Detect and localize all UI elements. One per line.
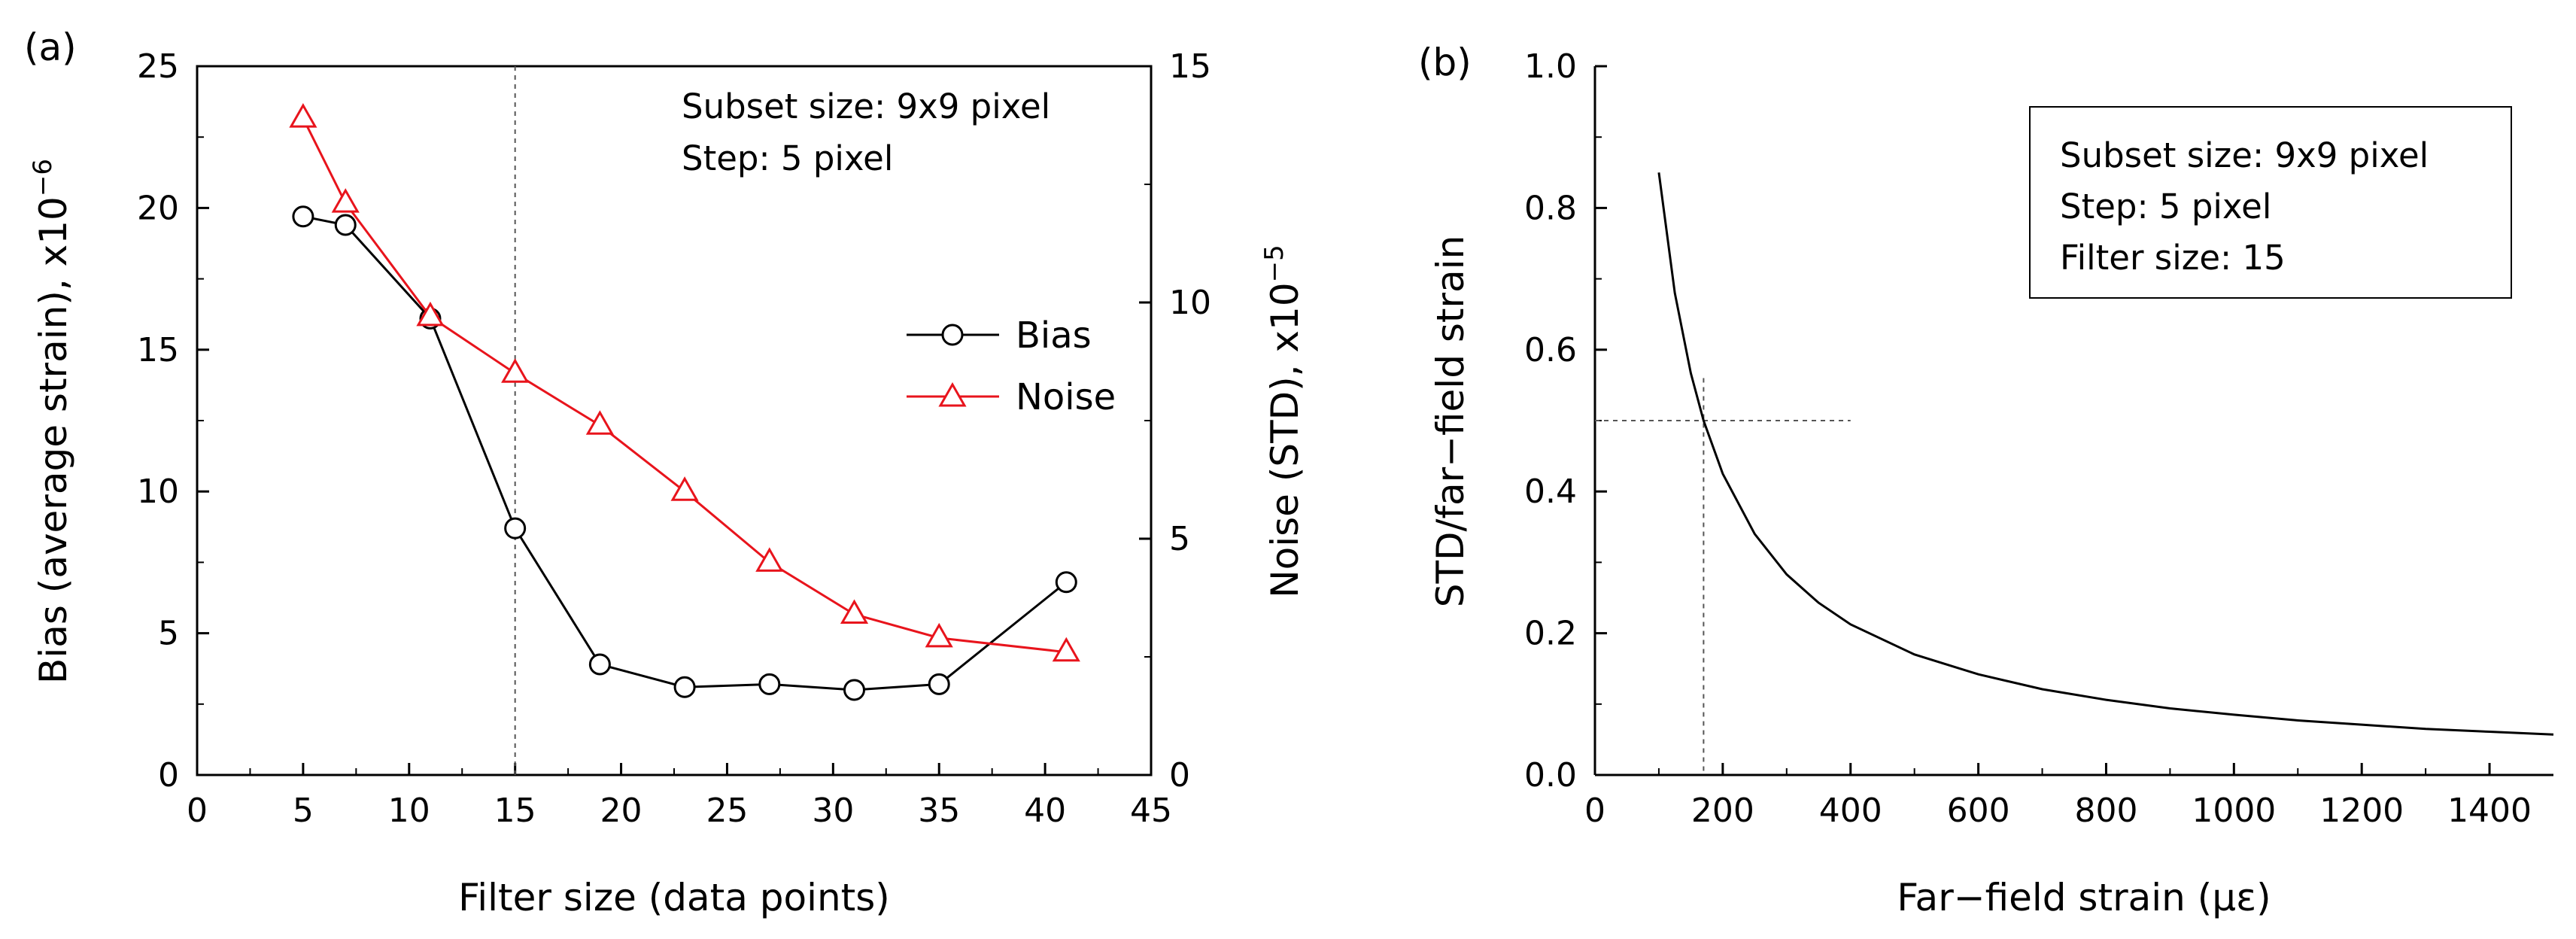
panel-a-x-axis-title: Filter size (data points) [458,876,890,919]
noise-point [331,188,360,213]
bias-point [334,214,357,236]
panel-a-right-axis-title-exponent: −5 [1259,245,1290,282]
panel-a-annotation-line-2: Step: 5 pixel [682,138,893,178]
panel-b-reference-lines [1595,378,1851,775]
panel-b-x-axis-title: Far−field strain (με) [1897,876,2271,919]
x-tick-label: 10 [388,792,430,830]
y-left-tick-label: 0 [158,756,179,795]
x-tick-label: 400 [1819,792,1882,830]
x-tick-label: 0 [1584,792,1605,830]
x-tick-label: 1400 [2447,792,2532,830]
x-tick-label: 1200 [2319,792,2404,830]
noise-point [925,622,953,648]
bias-point [1055,571,1077,594]
panel-a-legend: Bias Noise [907,315,1116,418]
panel-a-left-axis-title-exponent: −6 [28,159,58,196]
x-tick-label: 200 [1691,792,1754,830]
panel-b-annotation-line-1: Subset size: 9x9 pixel [2060,135,2429,175]
bias-point [758,673,781,695]
y-right-tick-label: 5 [1169,520,1190,558]
x-tick-label: 40 [1024,792,1066,830]
bias-series-line [302,215,1068,691]
panel-a-series [289,103,1080,701]
y-left-tick-label: 5 [158,615,179,653]
bias-point [843,679,866,701]
legend-bias-marker [941,324,964,346]
x-tick-label: 25 [706,792,748,830]
x-tick-label: 30 [812,792,854,830]
noise-point [1052,637,1080,662]
noise-point [670,476,699,501]
y-tick-label: 0.8 [1524,189,1577,227]
y-right-tick-label: 10 [1169,284,1211,322]
panel-b-y-axis-title: STD/far−field strain [1429,236,1472,608]
x-tick-label: 800 [2074,792,2137,830]
panel-a-left-axis-title: Bias (average strain), x10−6 [28,159,75,684]
noise-point [501,358,530,383]
y-tick-label: 0.6 [1524,331,1577,369]
x-tick-label: 5 [293,792,314,830]
panel-a-label: (a) [24,26,77,69]
y-tick-label: 0.2 [1524,615,1577,653]
y-tick-label: 0.4 [1524,473,1577,511]
x-tick-label: 35 [918,792,960,830]
panel-b-annotation-line-2: Step: 5 pixel [2060,187,2271,226]
std-ratio-curve [1657,172,2554,736]
panel-b-annotation-line-3: Filter size: 15 [2060,238,2286,278]
panel-b-series [1657,172,2554,736]
legend-noise-label: Noise [1016,376,1116,418]
y-left-tick-label: 25 [137,47,179,86]
bias-point [504,517,527,539]
x-tick-label: 45 [1130,792,1172,830]
noise-point [289,103,317,128]
y-right-tick-label: 15 [1169,47,1211,86]
x-tick-label: 600 [1947,792,2010,830]
panel-a-plot-frame [196,65,1153,776]
y-left-tick-label: 20 [137,189,179,227]
panel-b-chart: (b) 0 200 400 600 800 1000 1200 1400 0.0 0.2 0.4 0.… [1418,41,2554,919]
panel-a-left-axis-title-main: Bias (average strain), x10 [32,196,75,684]
y-left-tick-label: 15 [137,331,179,369]
y-right-tick-label: 0 [1169,756,1190,795]
bias-point [588,653,611,676]
bias-point [928,673,950,695]
noise-point [755,547,784,572]
legend-noise-marker [938,381,967,407]
x-tick-label: 15 [494,792,536,830]
panel-a-right-axis-title: Noise (STD), x10−5 [1259,245,1307,598]
panel-b-label: (b) [1418,41,1472,84]
y-tick-label: 0.0 [1524,756,1577,795]
bias-point [673,676,696,698]
noise-point [416,301,445,327]
bias-point [292,205,314,228]
legend-bias-label: Bias [1016,315,1092,357]
noise-series-line [302,117,1067,654]
noise-point [840,599,869,624]
y-tick-label: 1.0 [1524,47,1577,86]
panel-a-annotation-line-1: Subset size: 9x9 pixel [682,87,1050,126]
y-left-tick-label: 10 [137,473,179,511]
panel-b-ticks: 0 200 400 600 800 1000 1200 1400 0.0 0.2 0.4 0.6 0.8… [1524,47,2532,830]
x-tick-label: 0 [187,792,208,830]
x-tick-label: 20 [600,792,642,830]
panel-a-right-axis-title-main: Noise (STD), x10 [1263,282,1307,597]
x-tick-label: 1000 [2192,792,2276,830]
panel-b-annotation-box [2029,106,2512,299]
noise-point [585,410,614,435]
